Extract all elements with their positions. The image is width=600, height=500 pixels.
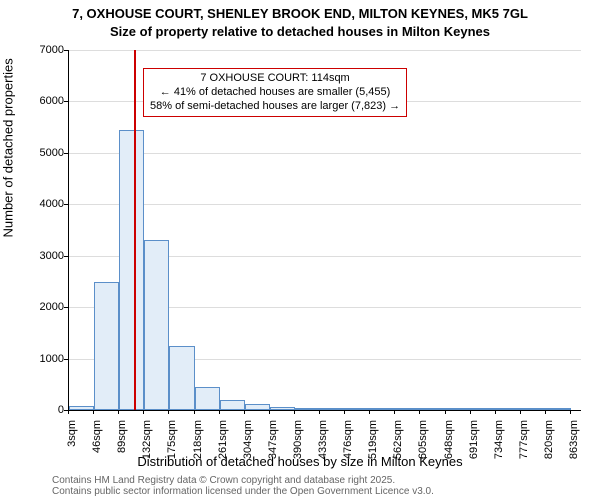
x-tick-mark [219,410,220,414]
histogram-bar [496,408,521,410]
histogram-bar [345,408,370,410]
x-tick-label: 46sqm [91,420,103,460]
x-tick-label: 562sqm [392,420,404,460]
footer-line2: Contains public sector information licen… [52,486,434,497]
x-tick-mark [118,410,119,414]
x-tick-mark [319,410,320,414]
y-tick-label: 2000 [24,301,64,313]
y-tick-mark [64,307,68,308]
y-tick-mark [64,153,68,154]
histogram-bar [94,282,119,410]
x-tick-mark [294,410,295,414]
histogram-bar [144,240,169,410]
histogram-bar [119,130,144,410]
histogram-bar [546,408,571,410]
x-tick-label: 261sqm [217,420,229,460]
x-tick-label: 519sqm [367,420,379,460]
histogram-bar [169,346,194,410]
histogram-bar [220,400,245,410]
histogram-bar [395,408,420,410]
histogram-bar [370,408,395,410]
y-tick-label: 7000 [24,44,64,56]
y-tick-mark [64,359,68,360]
plot-area: 7 OXHOUSE COURT: 114sqm ← 41% of detache… [68,50,581,411]
x-tick-mark [168,410,169,414]
x-tick-mark [194,410,195,414]
gridline [69,204,581,205]
x-tick-mark [344,410,345,414]
x-tick-label: 734sqm [493,420,505,460]
y-tick-label: 4000 [24,198,64,210]
y-tick-label: 6000 [24,95,64,107]
x-tick-label: 820sqm [543,420,555,460]
x-tick-mark [143,410,144,414]
y-tick-label: 3000 [24,250,64,262]
histogram-bar [270,407,295,410]
histogram-bar [471,408,496,410]
x-tick-label: 304sqm [242,420,254,460]
footer-attribution: Contains HM Land Registry data © Crown c… [52,475,434,497]
property-marker-line [134,50,136,410]
y-axis-label: Number of detached properties [1,58,16,237]
x-tick-label: 605sqm [417,420,429,460]
gridline [69,50,581,51]
x-tick-label: 648sqm [443,420,455,460]
histogram-bar [295,408,320,410]
y-tick-label: 5000 [24,147,64,159]
annotation-line3: 58% of semi-detached houses are larger (… [150,100,400,114]
x-tick-label: 218sqm [192,420,204,460]
x-tick-label: 3sqm [66,420,78,460]
x-tick-label: 777sqm [518,420,530,460]
x-tick-label: 347sqm [267,420,279,460]
histogram-bar [320,408,345,410]
x-tick-mark [570,410,571,414]
histogram-bar [245,404,270,410]
x-tick-mark [93,410,94,414]
x-tick-mark [445,410,446,414]
x-tick-label: 433sqm [317,420,329,460]
chart-title-line1: 7, OXHOUSE COURT, SHENLEY BROOK END, MIL… [0,6,600,21]
x-tick-label: 863sqm [568,420,580,460]
gridline [69,153,581,154]
x-tick-label: 476sqm [342,420,354,460]
x-tick-label: 691sqm [468,420,480,460]
y-tick-label: 0 [24,404,64,416]
annotation-line1: 7 OXHOUSE COURT: 114sqm [150,72,400,86]
x-tick-mark [545,410,546,414]
histogram-bar [69,406,94,410]
x-tick-mark [419,410,420,414]
x-tick-mark [520,410,521,414]
y-tick-mark [64,50,68,51]
chart-title-line2: Size of property relative to detached ho… [0,24,600,39]
annotation-box: 7 OXHOUSE COURT: 114sqm ← 41% of detache… [143,68,407,117]
histogram-chart: 7, OXHOUSE COURT, SHENLEY BROOK END, MIL… [0,0,600,500]
x-tick-mark [269,410,270,414]
x-tick-mark [369,410,370,414]
y-tick-mark [64,256,68,257]
y-tick-label: 1000 [24,353,64,365]
x-tick-mark [394,410,395,414]
y-tick-mark [64,204,68,205]
x-tick-mark [495,410,496,414]
x-tick-mark [470,410,471,414]
histogram-bar [521,408,546,410]
x-tick-mark [68,410,69,414]
histogram-bar [420,408,445,410]
histogram-bar [446,408,471,410]
x-tick-label: 175sqm [166,420,178,460]
x-tick-mark [244,410,245,414]
x-tick-label: 390sqm [292,420,304,460]
y-tick-mark [64,101,68,102]
annotation-line2: ← 41% of detached houses are smaller (5,… [150,86,400,100]
x-tick-label: 132sqm [141,420,153,460]
histogram-bar [195,387,220,410]
footer-line1: Contains HM Land Registry data © Crown c… [52,475,434,486]
x-tick-label: 89sqm [116,420,128,460]
